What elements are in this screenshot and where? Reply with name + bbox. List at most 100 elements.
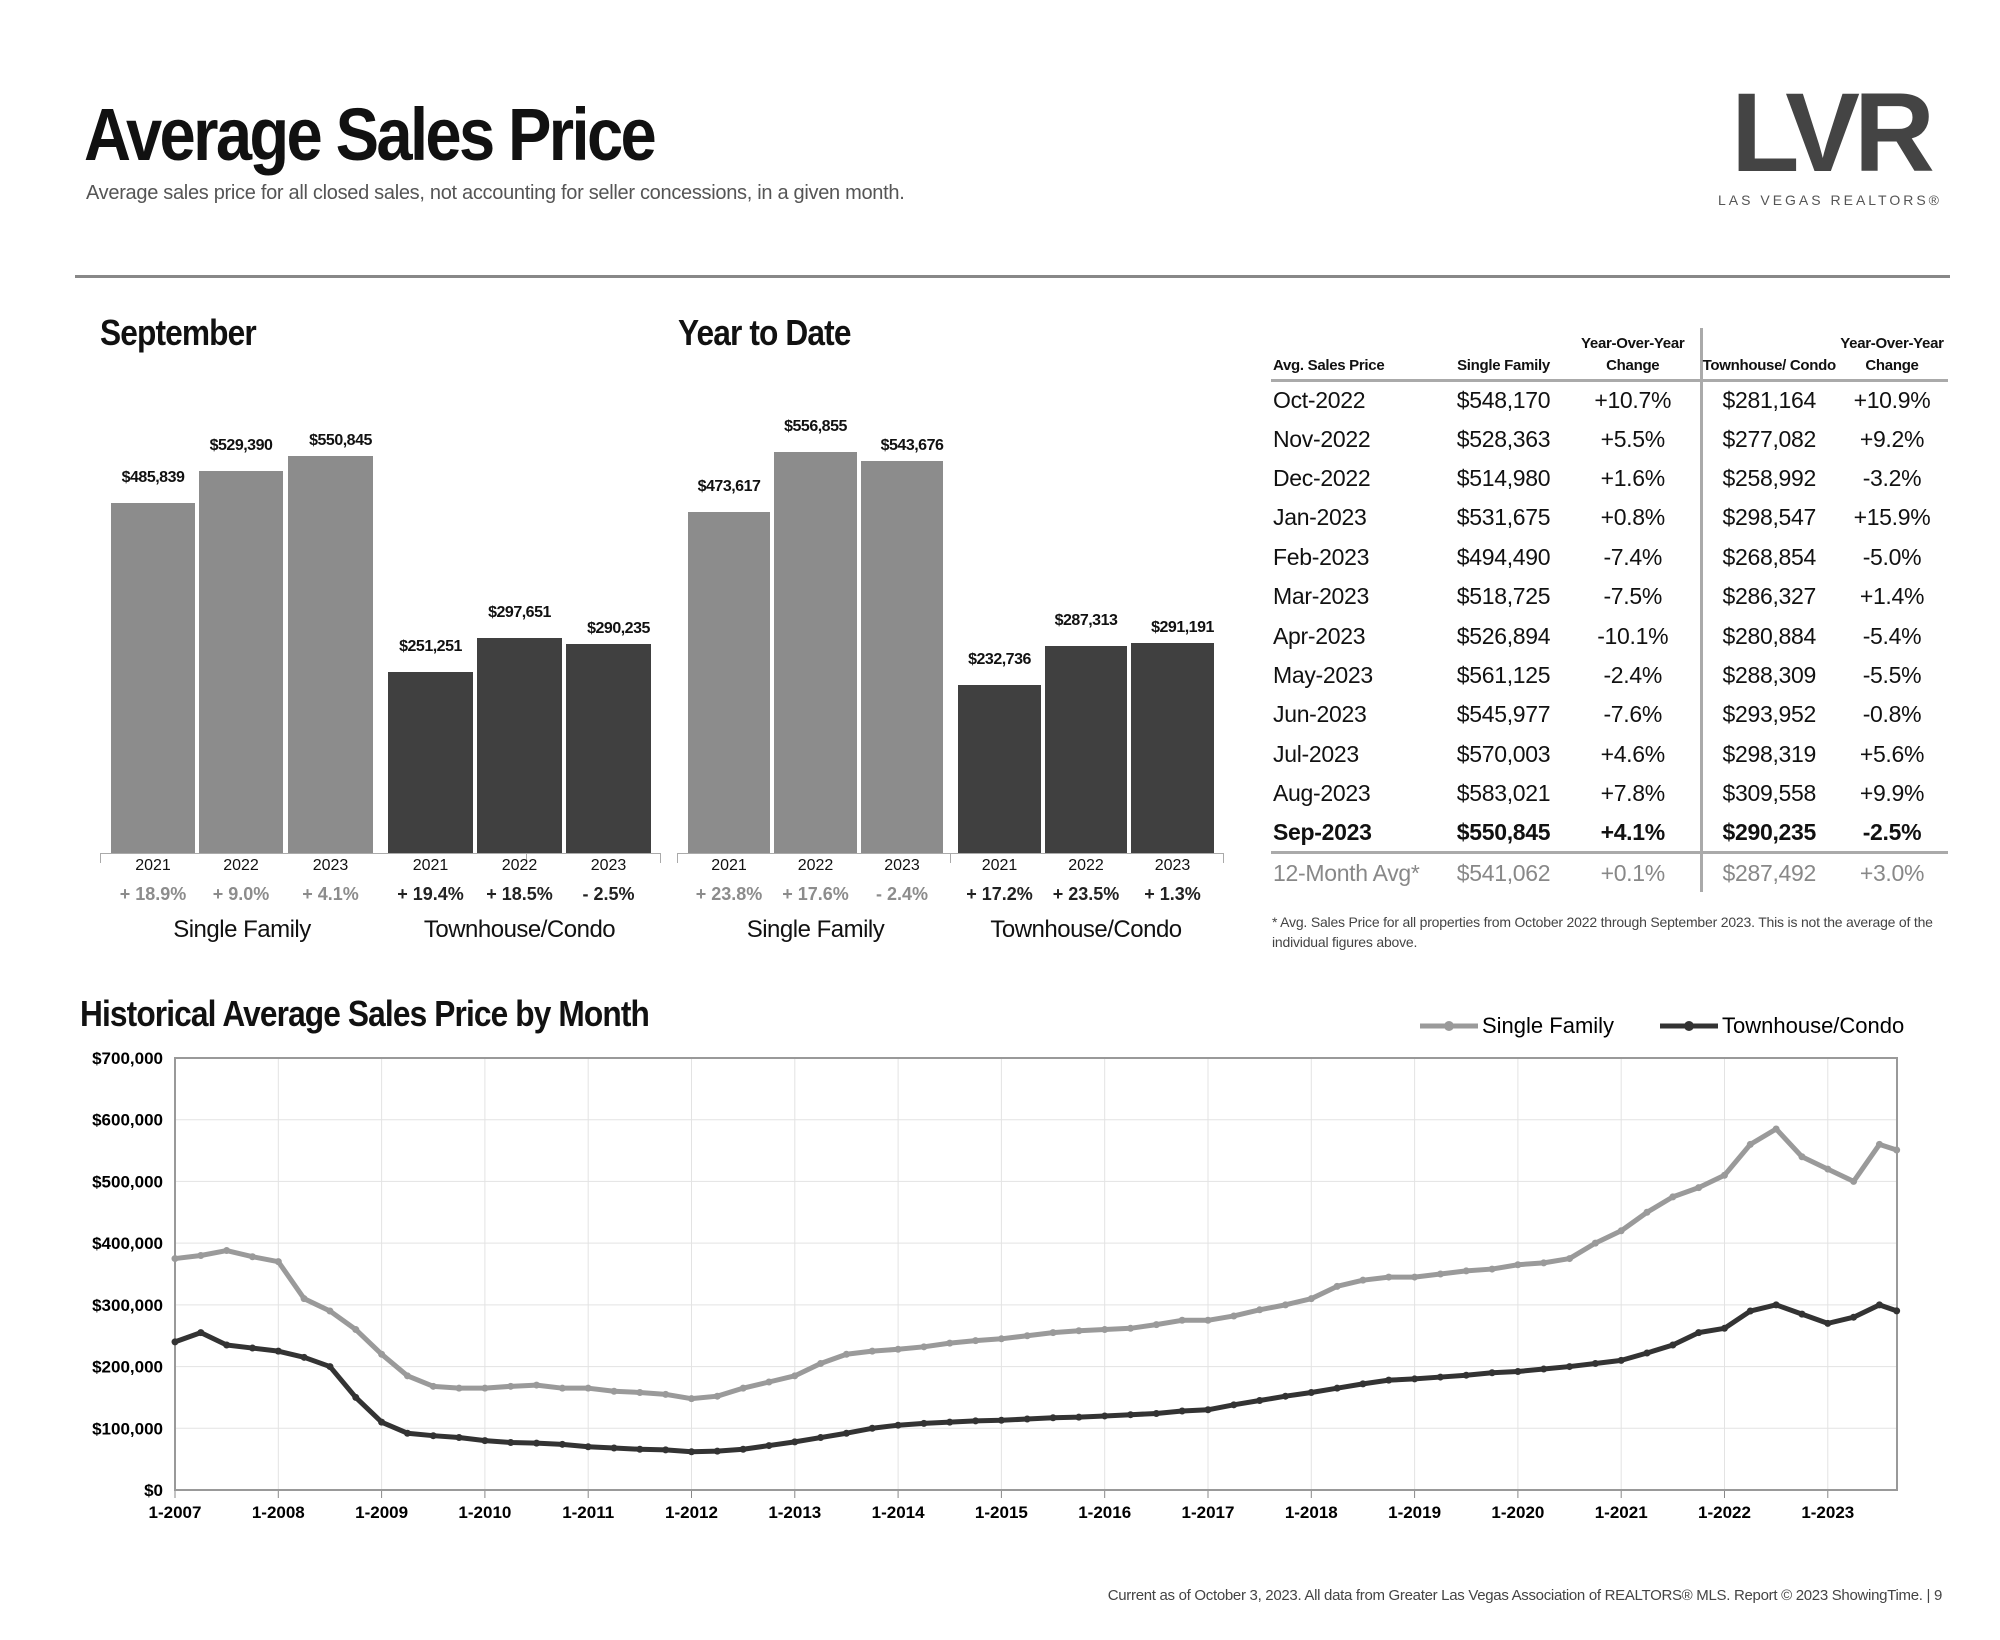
logo-mark: LVR [1731, 70, 1935, 195]
page-title: Average Sales Price [84, 93, 657, 176]
bar-change-label: + 18.5% [486, 884, 553, 904]
data-point [352, 1326, 360, 1334]
data-point [326, 1363, 334, 1371]
bar-value-label: $291,191 [1151, 619, 1214, 637]
x-tick-label: 1-2011 [562, 1503, 614, 1522]
data-point [1127, 1324, 1135, 1332]
x-tick-label: 1-2017 [1182, 1503, 1235, 1522]
data-point [326, 1307, 334, 1315]
table-cell: +7.8% [1566, 773, 1703, 814]
bar-value-label: $290,235 [587, 619, 650, 637]
data-point [533, 1439, 541, 1447]
data-point [1385, 1273, 1393, 1281]
table-cell: Jul-2023 [1273, 740, 1359, 767]
data-point [1333, 1384, 1341, 1392]
header-divider [75, 275, 1950, 278]
bar-group-label: Single Family [746, 916, 885, 943]
table-cell: +1.6% [1566, 458, 1703, 499]
data-point [507, 1382, 515, 1390]
legend-marker [1444, 1021, 1454, 1031]
table-row: 12-Month Avg* $541,062 +0.1% $287,492 +3.0% [1271, 852, 1948, 893]
table-cell: -2.5% [1836, 813, 1948, 855]
data-point [1850, 1177, 1858, 1185]
data-point [1514, 1261, 1522, 1269]
data-point [223, 1247, 231, 1255]
table-footnote: * Avg. Sales Price for all properties fr… [1272, 914, 1933, 950]
bar [774, 451, 857, 853]
table-row: Apr-2023 $526,894 -10.1% $280,884 -5.4% [1271, 616, 1948, 656]
bar-change-label: + 23.5% [1052, 884, 1120, 904]
data-point [1075, 1327, 1083, 1335]
data-point [1462, 1371, 1470, 1379]
table-cell: -2.4% [1566, 655, 1703, 696]
data-point [610, 1444, 618, 1452]
data-point [894, 1345, 902, 1353]
bar-year-label: 2022 [223, 857, 259, 874]
data-point [636, 1388, 644, 1396]
bar-value-label: $485,839 [121, 468, 185, 486]
table-row: Jun-2023 $545,977 -7.6% $293,952 -0.8% [1271, 695, 1948, 735]
data-point [1824, 1165, 1832, 1173]
table-header: Year-Over-Year Change [1836, 328, 1948, 382]
data-point [1230, 1312, 1238, 1320]
data-point [687, 1395, 695, 1403]
bar-value-label: $556,855 [784, 417, 847, 435]
x-tick-label: 1-2019 [1388, 1503, 1441, 1522]
data-point [558, 1384, 566, 1392]
table-cell: $298,319 [1722, 740, 1817, 767]
table-cell: $287,492 [1722, 859, 1817, 886]
table-cell: +10.9% [1853, 386, 1931, 413]
data-point [1591, 1239, 1599, 1247]
data-point [1127, 1411, 1135, 1419]
x-tick-label: 1-2020 [1491, 1503, 1544, 1522]
september-title: September [100, 312, 257, 353]
table-row: Jul-2023 $570,003 +4.6% $298,319 +5.6% [1271, 734, 1948, 774]
lvr-logo: LVR LAS VEGAS REALTORS® [1712, 70, 1948, 209]
table-cell: $298,547 [1722, 504, 1817, 531]
table-cell: $570,003 [1456, 740, 1551, 767]
data-point [1669, 1193, 1677, 1201]
table-cell: $280,884 [1722, 622, 1817, 649]
data-point [584, 1384, 592, 1392]
bar-axis [100, 853, 660, 854]
table-row: Aug-2023 $583,021 +7.8% $309,558 +9.9% [1271, 773, 1948, 814]
data-point [1798, 1153, 1806, 1161]
axis-tick [950, 853, 951, 863]
data-point [713, 1447, 721, 1455]
data-point [997, 1335, 1005, 1343]
data-point [765, 1378, 773, 1386]
data-point [1359, 1380, 1367, 1388]
table-row: Mar-2023 $518,725 -7.5% $286,327 +1.4% [1271, 576, 1948, 617]
table-cell: $561,125 [1456, 661, 1551, 688]
table-cell: Oct-2022 [1273, 386, 1366, 413]
data-point [171, 1255, 179, 1263]
table-cell: +9.2% [1859, 425, 1925, 452]
table-cell: -7.6% [1566, 695, 1703, 735]
x-tick-label: 1-2008 [252, 1503, 305, 1522]
legend-label: Single Family [1482, 1013, 1614, 1038]
data-point [1049, 1414, 1057, 1422]
bar [566, 643, 651, 853]
plot-frame [174, 1057, 1898, 1491]
bar-year-label: 2022 [797, 857, 834, 874]
table-cell: $290,235 [1701, 813, 1836, 855]
table-cell: Feb-2023 [1273, 543, 1370, 570]
table-cell: $518,725 [1456, 583, 1551, 610]
data-point [1893, 1146, 1901, 1154]
x-tick-label: 1-2023 [1801, 1503, 1854, 1522]
table-cell: -3.2% [1862, 464, 1922, 491]
data-point [1746, 1140, 1754, 1148]
data-point [455, 1384, 463, 1392]
table-row: Oct-2022 $548,170 +10.7% $281,164 +10.9% [1271, 380, 1948, 420]
data-point [1617, 1356, 1625, 1364]
table-cell: +4.1% [1566, 813, 1703, 855]
table-row: Jan-2023 $531,675 +0.8% $298,547 +15.9% [1271, 498, 1948, 538]
y-tick-label: $300,000 [92, 1296, 163, 1315]
data-point [739, 1445, 747, 1453]
data-point [1101, 1326, 1109, 1334]
price-table: Avg. Sales Price Single Family Year-Over-Y… [1271, 328, 1948, 893]
table-cell: Mar-2023 [1273, 583, 1370, 610]
data-point [972, 1337, 980, 1345]
data-point [1436, 1373, 1444, 1381]
data-point [1023, 1415, 1031, 1423]
